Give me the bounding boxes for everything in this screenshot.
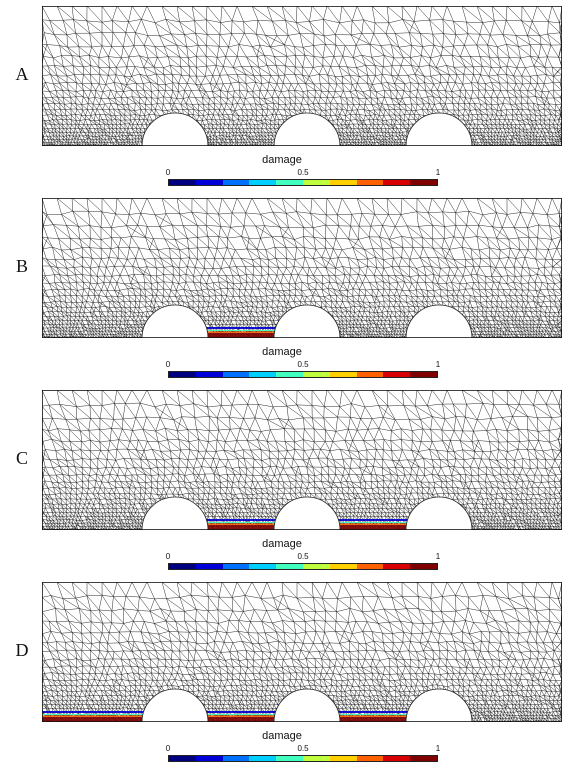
colorbar-segment (276, 564, 303, 569)
colorbar-tick: 1 (435, 168, 441, 177)
hole-1 (141, 688, 209, 722)
damage-band (338, 519, 410, 530)
mesh-plot (42, 582, 562, 722)
colorbar (168, 563, 438, 570)
colorbar (168, 755, 438, 762)
damage-band (206, 327, 276, 338)
colorbar-label: damage (262, 538, 302, 550)
hole-2 (273, 304, 341, 338)
hole-1 (141, 112, 209, 146)
colorbar-label: damage (262, 346, 302, 358)
hole-2 (273, 112, 341, 146)
mesh-plot (42, 390, 562, 530)
colorbar-segment (276, 180, 303, 185)
colorbar-segment (302, 564, 330, 569)
panel-letter: C (15, 448, 28, 468)
hole-2 (273, 688, 341, 722)
colorbar-segment (302, 372, 330, 377)
colorbar-tick: 0 (165, 552, 171, 561)
colorbar-segment (195, 564, 223, 569)
hole-3 (405, 304, 473, 338)
hole-1 (141, 496, 209, 530)
mesh-plot (42, 198, 562, 338)
hole-3 (405, 496, 473, 530)
colorbar-tick: 0.5 (297, 744, 309, 753)
colorbar-segment (383, 372, 411, 377)
colorbar-segment (195, 180, 223, 185)
colorbar-segment (222, 756, 250, 761)
colorbar-segment (410, 564, 437, 569)
colorbar-segment (222, 564, 250, 569)
hole-3 (405, 688, 473, 722)
colorbar-segment (276, 756, 303, 761)
colorbar-segment (169, 180, 196, 185)
colorbar-segment (356, 756, 384, 761)
colorbar-segment (329, 372, 357, 377)
colorbar-tick: 1 (435, 744, 441, 753)
colorbar-tick: 1 (435, 360, 441, 369)
panel-letter: B (15, 256, 28, 276)
colorbar-tick: 0.5 (297, 360, 309, 369)
mesh-plot (42, 6, 562, 146)
damage-band (206, 711, 276, 722)
hole-1 (141, 304, 209, 338)
colorbar-tick: 0.5 (297, 552, 309, 561)
colorbar-segment (356, 564, 384, 569)
colorbar-tick: 0.5 (297, 168, 309, 177)
colorbar-tick: 0 (165, 168, 171, 177)
damage-band (338, 711, 410, 722)
colorbar-tick: 1 (435, 552, 441, 561)
colorbar-segment (410, 372, 437, 377)
colorbar-segment (356, 372, 384, 377)
colorbar-segment (410, 756, 437, 761)
colorbar-segment (329, 756, 357, 761)
colorbar-segment (249, 372, 277, 377)
colorbar-segment (383, 564, 411, 569)
colorbar-segment (169, 756, 196, 761)
panel-letter: A (15, 64, 29, 84)
colorbar-segment (383, 756, 411, 761)
colorbar (168, 371, 438, 378)
colorbar-segment (169, 372, 196, 377)
colorbar-segment (329, 564, 357, 569)
colorbar-segment (276, 372, 303, 377)
hole-2 (273, 496, 341, 530)
colorbar-tick: 0 (165, 744, 171, 753)
colorbar-segment (329, 180, 357, 185)
colorbar-segment (249, 564, 277, 569)
colorbar-segment (249, 756, 277, 761)
colorbar-segment (195, 372, 223, 377)
colorbar-segment (169, 564, 196, 569)
colorbar-segment (410, 180, 437, 185)
colorbar (168, 179, 438, 186)
colorbar-segment (195, 756, 223, 761)
colorbar-segment (302, 180, 330, 185)
colorbar-segment (383, 180, 411, 185)
colorbar-label: damage (262, 154, 302, 166)
colorbar-segment (302, 756, 330, 761)
panel-letter: D (15, 640, 29, 660)
colorbar-tick: 0 (165, 360, 171, 369)
hole-3 (405, 112, 473, 146)
colorbar-label: damage (262, 730, 302, 742)
colorbar-segment (249, 180, 277, 185)
colorbar-segment (356, 180, 384, 185)
damage-band (206, 519, 276, 530)
damage-band (42, 711, 144, 722)
colorbar-segment (222, 180, 250, 185)
colorbar-segment (222, 372, 250, 377)
